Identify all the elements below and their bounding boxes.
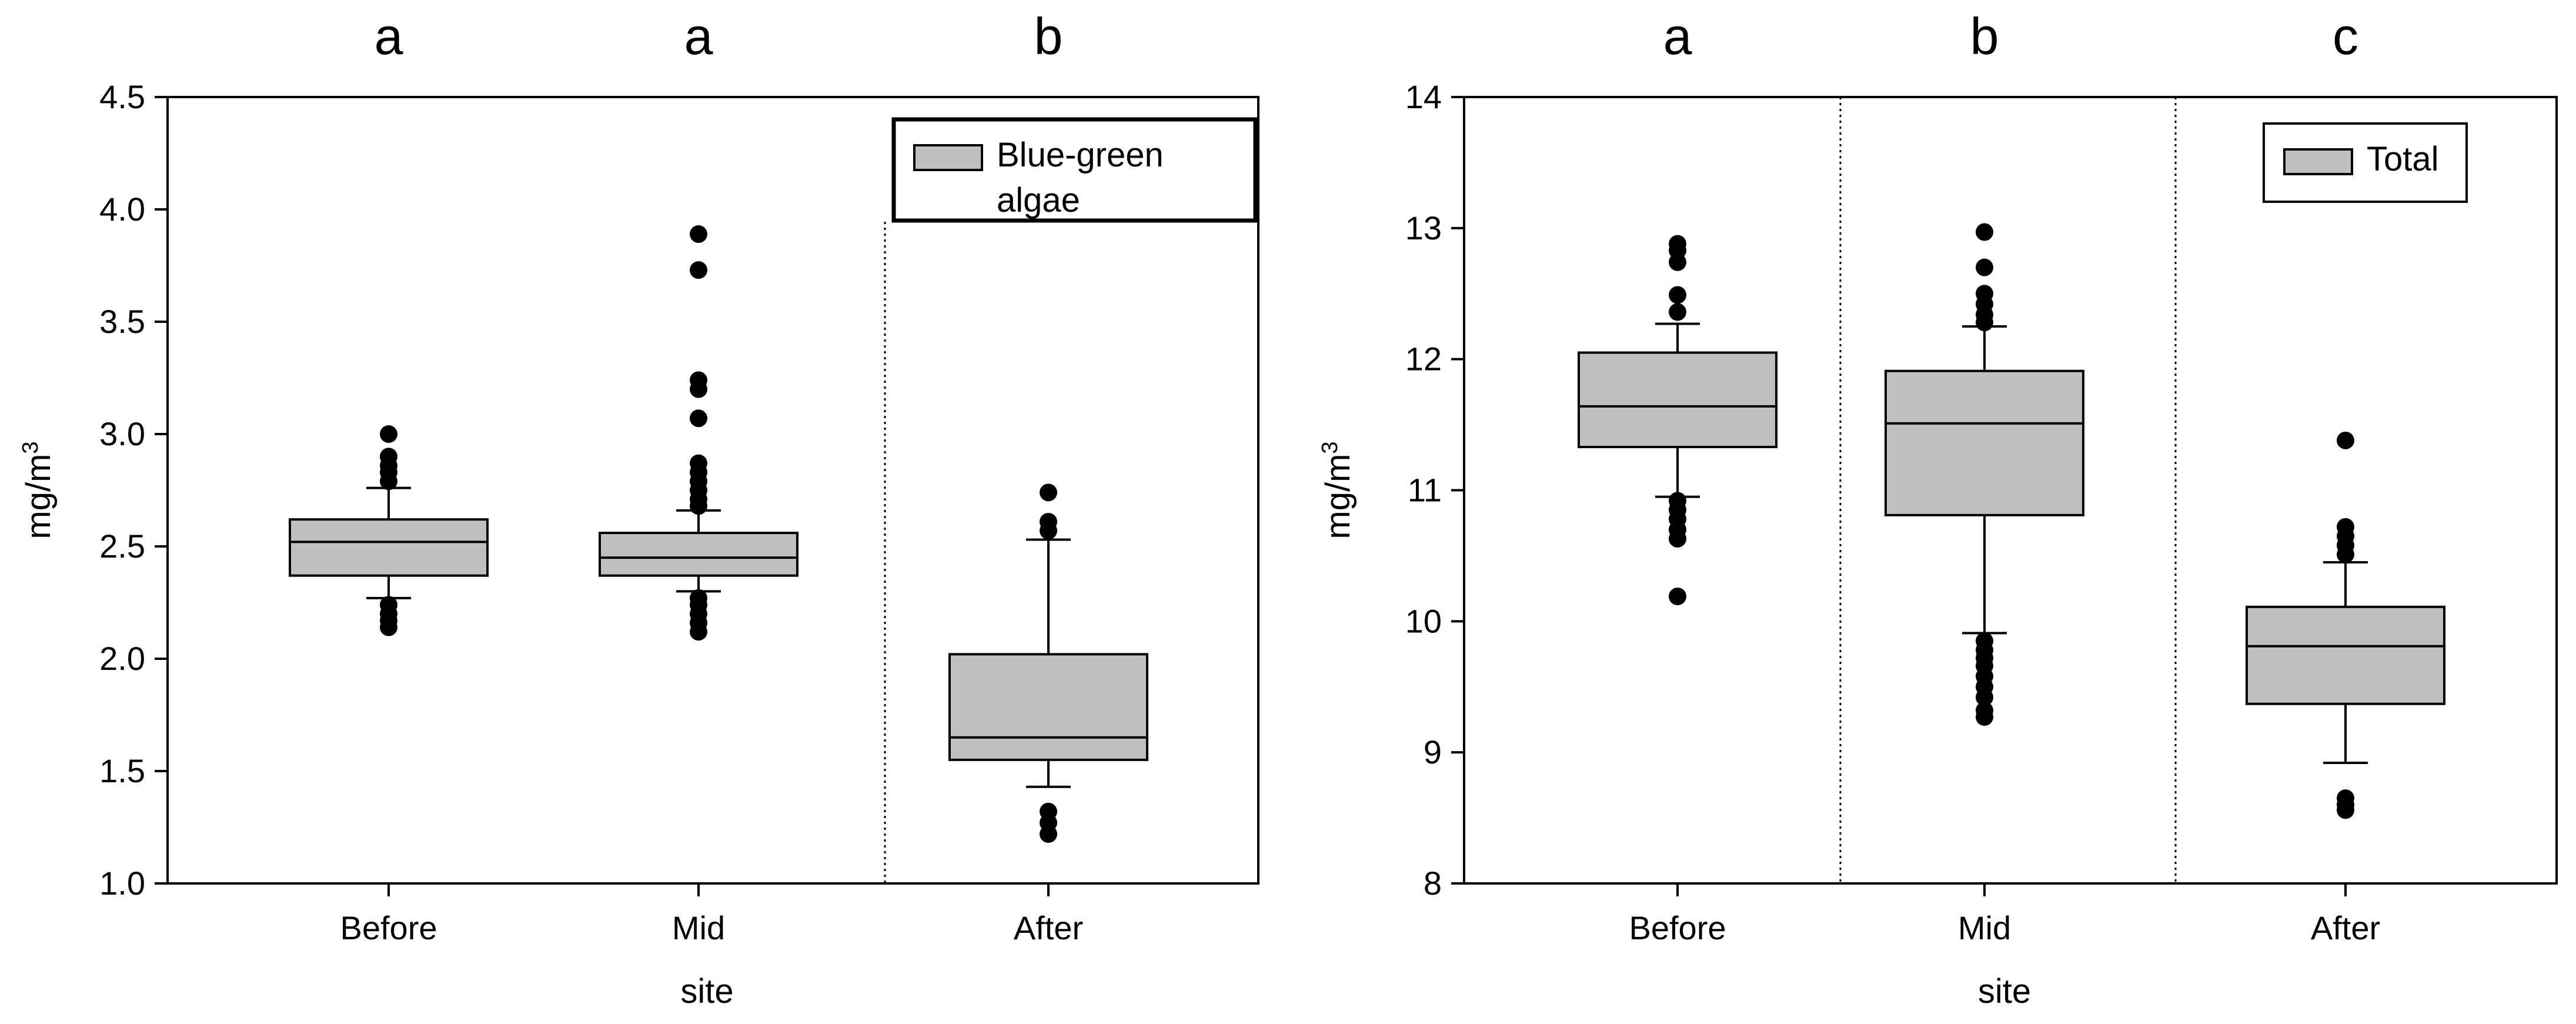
outlier-point	[380, 618, 397, 636]
y-tick-label: 1.5	[99, 752, 145, 789]
plot-frame	[1463, 96, 2558, 885]
iqr-box	[1578, 351, 1778, 448]
legend-label: Total	[2367, 140, 2439, 178]
y-tick-label: 11	[1408, 472, 1442, 509]
outlier-point	[1976, 258, 1993, 276]
outlier-point	[1669, 286, 1686, 304]
y-tick-label: 4.5	[99, 78, 145, 115]
legend-label: Blue-green	[997, 136, 1164, 174]
outlier-point	[2337, 431, 2354, 449]
outlier-point	[690, 261, 707, 279]
y-tick-label: 3.0	[99, 415, 145, 452]
y-tick-label: 2.0	[99, 640, 145, 677]
legend-label: algae	[997, 181, 1080, 219]
outlier-point	[690, 623, 707, 641]
outlier-point	[1669, 253, 1686, 271]
x-tick-label: Before	[1629, 909, 1726, 946]
y-tick-label: 10	[1405, 602, 1442, 639]
y-axis-title-text: mg/m	[19, 454, 58, 539]
outlier-point	[2337, 545, 2354, 563]
outlier-point	[1976, 688, 1993, 706]
outlier-point	[690, 225, 707, 244]
x-tick-label: After	[1014, 909, 1083, 946]
x-tick-label: Before	[340, 909, 437, 946]
outlier-point	[380, 425, 397, 443]
y-tick-label: 3.5	[99, 303, 145, 340]
outlier-point	[1976, 708, 1993, 726]
legend-swatch	[2283, 148, 2353, 175]
significance-letter: a	[1663, 7, 1692, 65]
x-axis-title: site	[680, 972, 733, 1010]
box-before	[1578, 235, 1778, 605]
y-tick-label: 2.5	[99, 528, 145, 565]
plot-frame	[166, 96, 1259, 885]
significance-letter: a	[684, 7, 713, 65]
y-axis-title-superscript: 3	[18, 441, 43, 453]
y-tick-label: 14	[1405, 78, 1442, 115]
outlier-point	[2337, 801, 2354, 819]
outlier-point	[1040, 825, 1057, 843]
y-axis-title: mg/m3	[18, 441, 58, 539]
y-tick-label: 9	[1424, 733, 1442, 770]
box-mid	[1885, 223, 2084, 726]
outlier-point	[1040, 483, 1057, 502]
chart-panel-1: 1.0 1.5 2.0 2.5 3.0 3.5 4.0 4.5 Before a Mid a After…	[18, 7, 1259, 1010]
y-axis-title-superscript: 3	[1318, 441, 1342, 453]
iqr-box	[599, 532, 798, 577]
x-tick-label: Mid	[1958, 909, 2011, 946]
outlier-point	[690, 409, 707, 428]
outlier-point	[1976, 223, 1993, 241]
outlier-point	[690, 497, 707, 515]
legend: Blue-green algae	[891, 117, 1258, 223]
outlier-point	[1040, 522, 1057, 540]
chart-panel-2: 8 9 10 11 12 13 14 Before a Mid b After c Total site mg…	[1318, 7, 2558, 1010]
outlier-point	[380, 472, 397, 491]
legend: Total	[2263, 122, 2468, 203]
y-tick-label: 4.0	[99, 191, 145, 228]
iqr-box	[948, 653, 1148, 761]
significance-letter: b	[1970, 7, 1999, 65]
outlier-point	[1669, 303, 1686, 321]
y-tick-label: 13	[1405, 209, 1442, 246]
legend-swatch	[913, 144, 983, 171]
box-after	[948, 483, 1148, 843]
outlier-point	[1669, 529, 1686, 548]
iqr-box	[289, 518, 489, 577]
x-axis-title: site	[1978, 972, 2031, 1010]
y-tick-label: 8	[1424, 865, 1442, 902]
outlier-point	[690, 380, 707, 398]
y-tick-label: 1.0	[99, 865, 145, 902]
significance-letter: c	[2333, 7, 2358, 65]
iqr-box	[1885, 369, 2084, 516]
x-tick-label: Mid	[672, 909, 725, 946]
box-after	[2246, 431, 2445, 819]
significance-letter: b	[1034, 7, 1063, 65]
box-mid	[599, 225, 798, 641]
y-tick-label: 12	[1405, 341, 1442, 378]
x-tick-label: After	[2311, 909, 2380, 946]
outlier-point	[1976, 313, 1993, 332]
significance-letter: a	[375, 7, 403, 65]
outlier-point	[1669, 587, 1686, 605]
box-before	[289, 425, 489, 636]
y-axis-title-text: mg/m	[1319, 454, 1357, 539]
iqr-box	[2246, 605, 2445, 705]
y-axis-title: mg/m3	[1318, 441, 1357, 539]
